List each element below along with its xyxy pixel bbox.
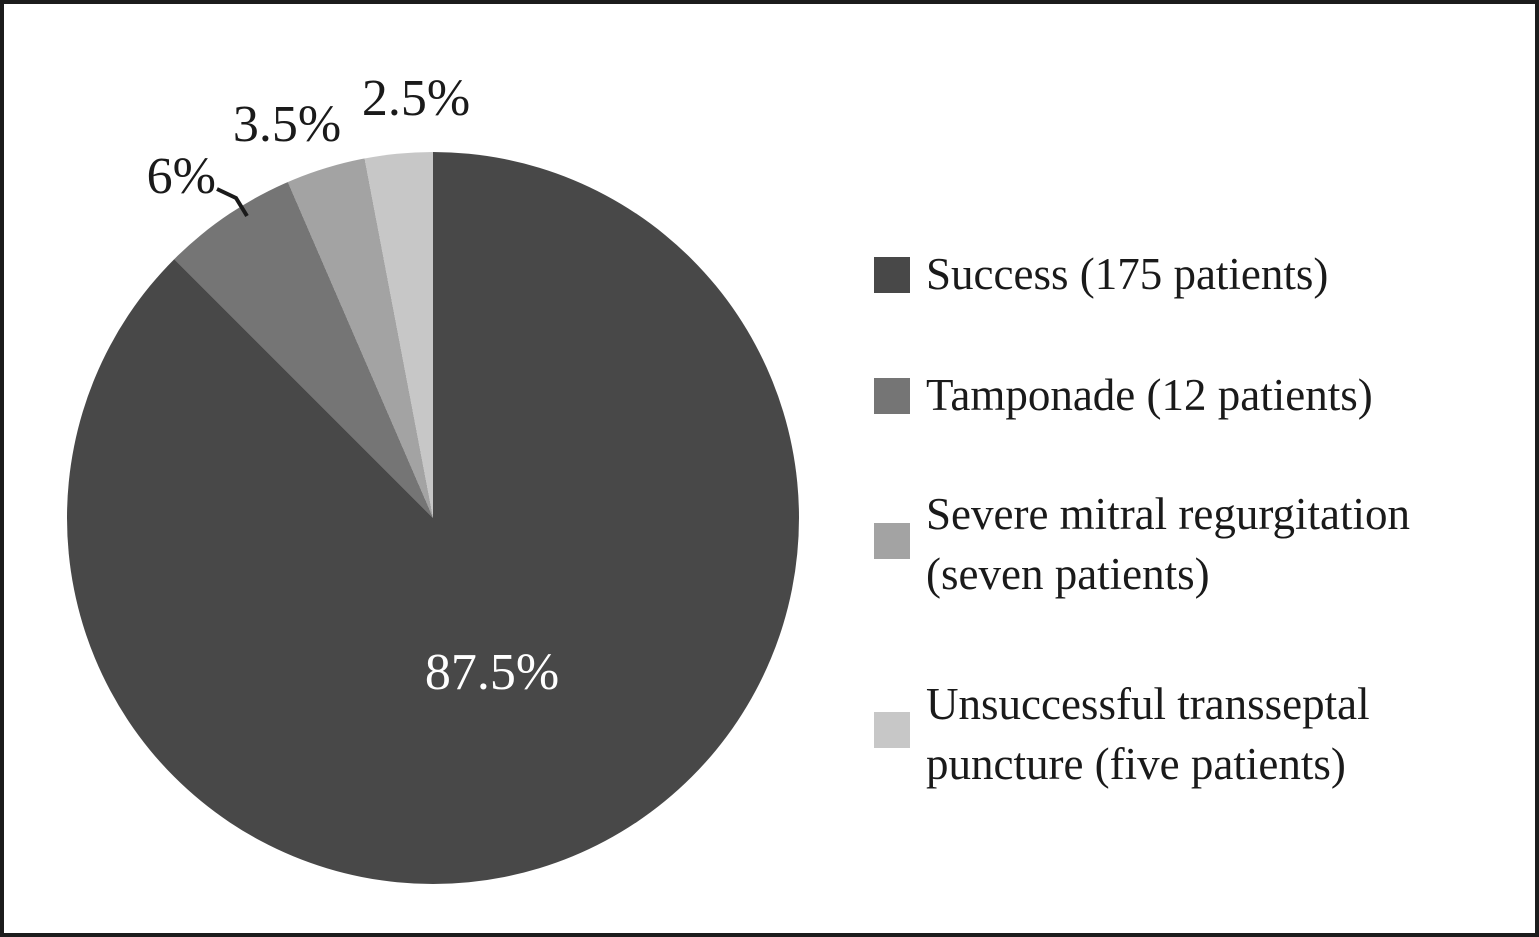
legend-label-unsuccessful-transseptal-puncture: Unsuccessful transseptal puncture (five … [926,674,1370,794]
legend-label-line: puncture (five patients) [926,739,1346,789]
pie-slice-label-tamponade: 6% [146,148,216,205]
pie-chart: 87.5% [67,152,799,884]
legend-swatch-success [874,257,910,293]
legend-label-success: Success (175 patients) [926,249,1329,299]
legend-label-line: Severe mitral regurgitation [926,489,1411,539]
legend-label-severe-mitral-regurgitation: Severe mitral regurgitation (seven patie… [926,484,1410,604]
legend-label-tamponade: Tamponade (12 patients) [926,370,1373,420]
legend-label-line: Unsuccessful transseptal [926,679,1370,729]
pie-slice-label-success: 87.5% [424,644,560,701]
legend-swatch-unsuccessful-transseptal-puncture [874,712,910,748]
pie-slice-label-unsuccessful-transseptal-puncture: 2.5% [361,70,471,127]
leader-line-6pct [216,187,249,218]
legend-swatch-severe-mitral-regurgitation [874,523,910,559]
legend-swatch-tamponade [874,378,910,414]
pie-slice-label-severe-mitral-regurgitation: 3.5% [232,96,342,153]
legend-label-line: (seven patients) [926,549,1210,599]
